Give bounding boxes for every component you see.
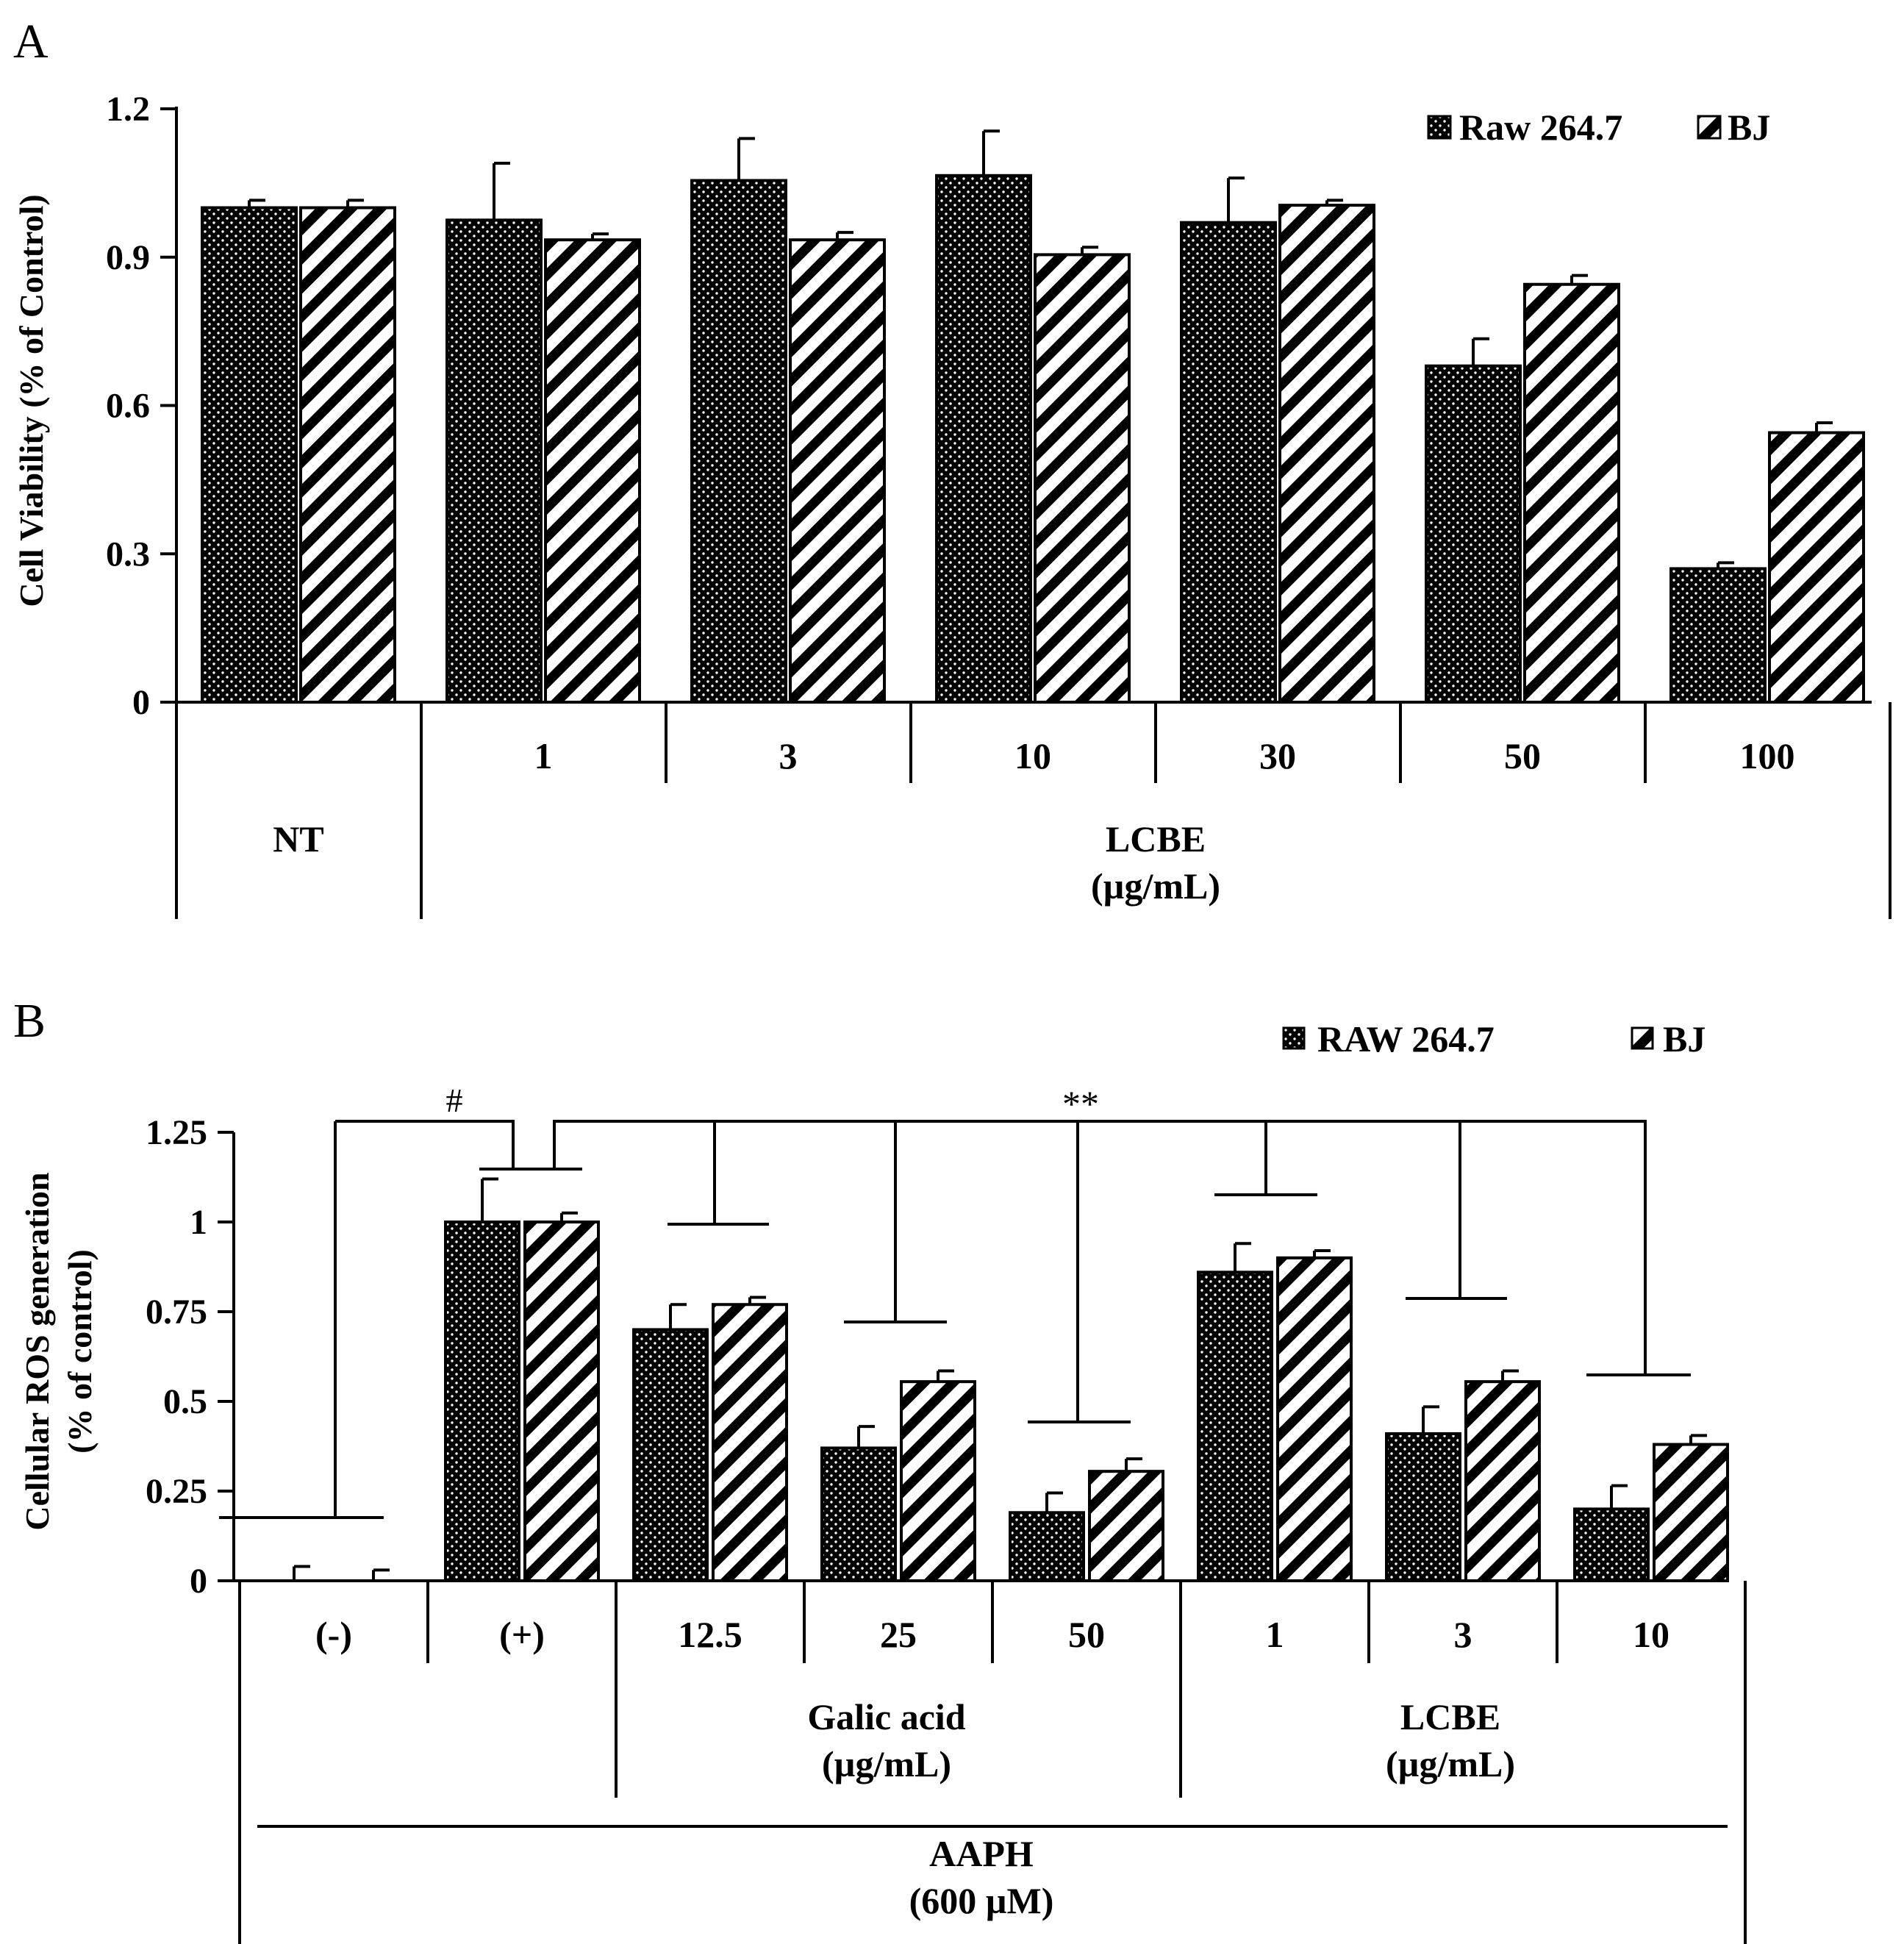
y-tick-label: 0	[132, 683, 150, 722]
panel-a-category-separators	[175, 702, 1892, 919]
legend-swatch-bj-b	[1631, 1026, 1654, 1050]
bar-bj-6	[1768, 431, 1865, 704]
legend-swatch-bj	[1697, 115, 1722, 140]
x-tick-label-5: 1	[1266, 1614, 1284, 1655]
bar-bj-4	[1278, 204, 1375, 704]
panel-b-group-lcbe: LCBE	[1400, 1696, 1500, 1737]
panel-a-error-bars	[248, 129, 1833, 569]
x-tick-label-3: 10	[1014, 735, 1051, 776]
panel-b-x-tick-labels: (-) (+) 12.5 25 50 1 3 10	[315, 1614, 1669, 1655]
panel-b-group-galic-acid: Galic acid	[807, 1696, 965, 1737]
panel-a-group-nt: NT	[273, 818, 323, 860]
y-tick-label: 0.6	[106, 387, 150, 426]
bar-bj-1	[523, 1221, 600, 1582]
bar-raw-4	[1180, 221, 1277, 704]
y-tick-label: 1.2	[106, 90, 150, 129]
y-tick-label: 0.25	[146, 1472, 207, 1511]
bar-bj-7	[1653, 1443, 1729, 1583]
bar-raw-2	[632, 1328, 709, 1583]
bar-bj-4	[1088, 1470, 1164, 1583]
panel-a-y-axis-title: Cell Viability (% of Control)	[12, 194, 50, 607]
bar-raw-0	[201, 206, 298, 704]
y-tick-label: 0.9	[106, 238, 150, 277]
legend-swatch-raw-b	[1282, 1026, 1306, 1050]
bar-bj-2	[712, 1303, 788, 1582]
panel-b-label: B	[13, 994, 46, 1048]
y-tick-label: 1	[190, 1203, 207, 1242]
legend-label-bj: BJ	[1728, 107, 1770, 148]
x-tick-label-1: (+)	[499, 1614, 545, 1655]
bar-bj-1	[544, 238, 641, 704]
panel-b-category-separators	[238, 1581, 1747, 1944]
panel-a-group-lcbe: LCBE	[1106, 818, 1206, 860]
panel-b-legend: RAW 264.7 BJ	[1282, 1018, 1706, 1059]
panel-a: A Cell Viability (% of Control) 00.30.60…	[12, 15, 1892, 919]
x-tick-label-1: 1	[534, 735, 553, 776]
bar-raw-7	[1573, 1507, 1650, 1582]
panel-b-y-axis-title-line1: Cellular ROS generation	[18, 1172, 56, 1530]
bar-raw-1	[445, 218, 543, 704]
bar-raw-1	[444, 1221, 520, 1582]
y-tick-label: 0.3	[106, 535, 150, 573]
bar-bj-3	[900, 1380, 976, 1583]
panel-b-outer-group-aaph: AAPH	[929, 1833, 1034, 1874]
panel-b-outer-group-aaph-conc: (600 µM)	[909, 1880, 1054, 1921]
panel-a-legend: Raw 264.7 BJ	[1427, 107, 1770, 148]
bar-bj-2	[789, 238, 886, 704]
bar-raw-6	[1669, 567, 1767, 704]
x-tick-label-4: 50	[1068, 1614, 1105, 1655]
annotation-double-star: **	[1062, 1083, 1099, 1124]
panel-b-bars	[444, 1221, 1729, 1583]
panel-a-label: A	[13, 15, 49, 68]
panel-a-x-tick-labels: 1 3 10 30 50 100	[534, 735, 1795, 776]
bar-bj-5	[1523, 282, 1620, 704]
x-tick-label-6: 3	[1454, 1614, 1472, 1655]
legend-label-raw-b: RAW 264.7	[1317, 1018, 1495, 1059]
bar-bj-6	[1464, 1380, 1541, 1583]
bar-bj-0	[299, 206, 396, 704]
bar-raw-6	[1385, 1432, 1461, 1583]
bar-raw-5	[1425, 364, 1522, 704]
bracket-double-star	[553, 1120, 1647, 1375]
y-tick-label: 0.75	[146, 1293, 207, 1332]
y-tick-label: 1.25	[146, 1113, 207, 1152]
panel-a-group-lcbe-unit: (µg/mL)	[1091, 865, 1220, 907]
bar-raw-3	[935, 174, 1032, 704]
x-tick-label-7: 10	[1633, 1614, 1669, 1655]
panel-b-error-bars	[293, 1177, 1707, 1581]
panel-b-y-axis-title-line2: (% of control)	[61, 1249, 99, 1454]
bracket-hash	[335, 1120, 515, 1169]
bar-raw-3	[820, 1446, 897, 1582]
annotation-hash: #	[446, 1082, 463, 1119]
x-tick-label-2: 12.5	[678, 1614, 742, 1655]
panel-b-significance-brackets	[219, 1120, 1691, 1519]
y-tick-label: 0	[190, 1562, 207, 1601]
legend-label-raw: Raw 264.7	[1459, 107, 1622, 148]
bar-raw-5	[1197, 1271, 1273, 1582]
panel-b-group-galic-acid-unit: (µg/mL)	[822, 1743, 951, 1784]
x-tick-label-3: 25	[880, 1614, 917, 1655]
panel-b-group-lcbe-unit: (µg/mL)	[1386, 1743, 1515, 1784]
y-tick-label: 0.5	[163, 1382, 207, 1421]
panel-b: B Cellular ROS generation (% of control)…	[13, 994, 1747, 1944]
legend-swatch-raw	[1427, 115, 1452, 140]
bar-bj-5	[1276, 1256, 1353, 1583]
x-tick-label-6: 100	[1740, 735, 1795, 776]
legend-label-bj-b: BJ	[1663, 1018, 1706, 1059]
bar-raw-2	[690, 179, 787, 704]
bar-raw-4	[1009, 1511, 1085, 1583]
bar-bj-3	[1034, 253, 1131, 704]
x-tick-label-0: (-)	[315, 1614, 352, 1655]
panel-b-y-ticks: 0 0.25 0.5 0.75 1 1.25	[146, 1113, 234, 1601]
x-tick-label-4: 30	[1259, 735, 1296, 776]
x-tick-label-5: 50	[1504, 735, 1541, 776]
x-tick-label-2: 3	[779, 735, 798, 776]
panel-a-bars	[201, 174, 1865, 704]
panel-a-y-ticks: 0 0.3 0.6 0.9 1.2	[106, 90, 176, 722]
